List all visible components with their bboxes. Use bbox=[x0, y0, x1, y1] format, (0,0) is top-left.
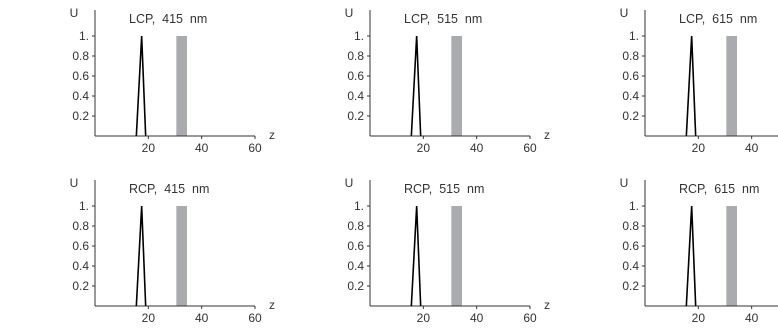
y-tick-label: 0.6 bbox=[347, 239, 364, 253]
y-tick-label: 0.2 bbox=[347, 279, 364, 293]
x-tick-label: 20 bbox=[142, 141, 156, 155]
y-axis-label: U bbox=[70, 6, 79, 20]
x-tick-label: 40 bbox=[745, 141, 759, 155]
x-tick-label: 20 bbox=[142, 311, 156, 325]
shaded-band bbox=[176, 36, 187, 136]
y-axis-label: U bbox=[620, 176, 629, 190]
y-axis-label: U bbox=[345, 6, 354, 20]
panel-title: LCP, 515 nm bbox=[404, 12, 482, 26]
x-tick-label: 40 bbox=[195, 311, 209, 325]
y-tick-label: 1. bbox=[629, 199, 639, 213]
y-tick-label: 0.4 bbox=[72, 259, 89, 273]
panel-title: LCP, 615 nm bbox=[679, 12, 757, 26]
peak-line bbox=[410, 205, 422, 307]
peak-line bbox=[410, 35, 422, 137]
y-axis-label: U bbox=[620, 6, 629, 20]
chart-panel: 0.2 0.4 0.6 0.8 1. 20 40 60 Uz RCP, 515 nm bbox=[345, 176, 550, 325]
y-tick-label: 0.4 bbox=[622, 89, 639, 103]
y-tick-label: 0.8 bbox=[347, 219, 364, 233]
peak-line bbox=[685, 35, 697, 137]
y-tick-label: 0.4 bbox=[622, 259, 639, 273]
shaded-band bbox=[176, 206, 187, 306]
y-tick-label: 0.4 bbox=[347, 259, 364, 273]
y-tick-label: 1. bbox=[79, 29, 89, 43]
y-tick-label: 0.8 bbox=[347, 49, 364, 63]
panel-title: RCP, 415 nm bbox=[129, 182, 209, 196]
x-tick-label: 20 bbox=[692, 141, 706, 155]
x-axis-label: z bbox=[269, 298, 275, 312]
x-tick-label: 20 bbox=[692, 311, 706, 325]
y-tick-label: 1. bbox=[629, 29, 639, 43]
chart-panel: 0.2 0.4 0.6 0.8 1. 20 40 60 Uz RCP, 415 nm bbox=[70, 176, 275, 325]
x-axis-label: z bbox=[269, 128, 275, 142]
peak-line bbox=[135, 205, 147, 307]
x-tick-label: 40 bbox=[195, 141, 209, 155]
y-tick-label: 0.2 bbox=[622, 109, 639, 123]
y-axis-label: U bbox=[345, 176, 354, 190]
x-tick-label: 60 bbox=[523, 141, 537, 155]
y-tick-label: 0.6 bbox=[622, 69, 639, 83]
peak-line bbox=[685, 205, 697, 307]
panel-title: RCP, 515 nm bbox=[404, 182, 484, 196]
y-tick-label: 1. bbox=[354, 29, 364, 43]
y-tick-label: 0.2 bbox=[622, 279, 639, 293]
y-tick-label: 0.8 bbox=[622, 49, 639, 63]
x-tick-label: 60 bbox=[248, 311, 262, 325]
x-tick-label: 60 bbox=[523, 311, 537, 325]
chart-panel: 0.2 0.4 0.6 0.8 1. 20 40 60 Uz LCP, 415 nm bbox=[70, 6, 275, 155]
shaded-band bbox=[451, 206, 462, 306]
y-tick-label: 0.6 bbox=[72, 69, 89, 83]
y-tick-label: 0.4 bbox=[72, 89, 89, 103]
x-tick-label: 40 bbox=[470, 141, 484, 155]
y-tick-label: 0.8 bbox=[72, 49, 89, 63]
y-tick-label: 1. bbox=[79, 199, 89, 213]
shaded-band bbox=[726, 206, 737, 306]
y-tick-label: 0.2 bbox=[72, 279, 89, 293]
x-axis-label: z bbox=[544, 128, 550, 142]
shaded-band bbox=[726, 36, 737, 136]
peak-line bbox=[135, 35, 147, 137]
y-tick-label: 0.8 bbox=[72, 219, 89, 233]
y-tick-label: 0.6 bbox=[72, 239, 89, 253]
x-tick-label: 20 bbox=[417, 141, 431, 155]
x-axis-label: z bbox=[544, 298, 550, 312]
x-tick-label: 60 bbox=[248, 141, 262, 155]
panel-title: LCP, 415 nm bbox=[129, 12, 207, 26]
x-tick-label: 40 bbox=[470, 311, 484, 325]
y-tick-label: 0.4 bbox=[347, 89, 364, 103]
x-tick-label: 20 bbox=[417, 311, 431, 325]
y-tick-label: 0.2 bbox=[72, 109, 89, 123]
y-tick-label: 0.6 bbox=[347, 69, 364, 83]
y-axis-label: U bbox=[70, 176, 79, 190]
y-tick-label: 1. bbox=[354, 199, 364, 213]
panel-title: RCP, 615 nm bbox=[679, 182, 759, 196]
x-tick-label: 40 bbox=[745, 311, 759, 325]
shaded-band bbox=[451, 36, 462, 136]
y-tick-label: 0.2 bbox=[347, 109, 364, 123]
y-tick-label: 0.8 bbox=[622, 219, 639, 233]
y-tick-label: 0.6 bbox=[622, 239, 639, 253]
chart-panel: 0.2 0.4 0.6 0.8 1. 20 40 60 Uz LCP, 515 nm bbox=[345, 6, 550, 155]
